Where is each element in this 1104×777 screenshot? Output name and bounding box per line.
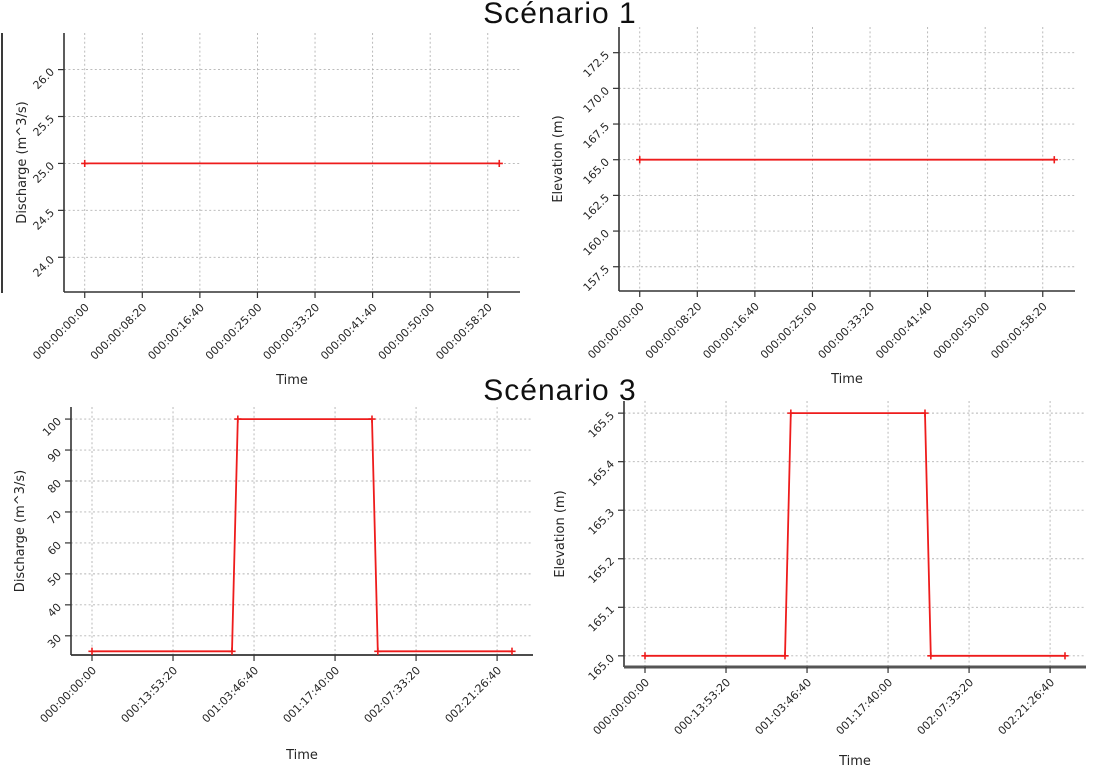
chart-discharge-row0: 000:00:00:00000:00:08:20000:00:16:40000:… [15, 33, 520, 388]
x-axis-label: Time [838, 754, 871, 769]
x-tick-label: 000:00:25:00 [758, 300, 820, 362]
x-tick-label: 000:00:41:40 [318, 301, 380, 363]
x-tick-label: 000:00:08:20 [643, 300, 705, 362]
y-tick-label: 26.0 [31, 66, 58, 93]
y-tick-label: 162.5 [581, 191, 612, 222]
x-tick-label: 001:17:40:00 [834, 676, 896, 738]
y-tick-label: 70 [45, 508, 64, 527]
data-point-marker [781, 652, 789, 660]
data-point-marker [368, 415, 376, 423]
chart-discharge-row1: 000:00:00:00 000:13:53:20 001:03:46:40 001:… [13, 407, 533, 763]
cropped-neighbor-axis-artifact [1, 33, 3, 293]
series-line-elevation [645, 412, 1065, 657]
x-tick-label: 001:17:40:00 [281, 664, 343, 726]
y-tick-label: 100 [40, 415, 64, 439]
y-tick-label: 165.1 [586, 603, 617, 634]
y-tick-label: 160.0 [581, 227, 612, 258]
x-tick-label: 000:00:58:20 [433, 301, 495, 363]
y-tick-label: 80 [45, 477, 64, 496]
x-tick-label: 000:00:50:00 [376, 301, 438, 363]
x-tick-label: 000:00:25:00 [203, 301, 265, 363]
x-axis-label: Time [830, 372, 863, 387]
x-tick-label: 000:00:33:20 [261, 301, 323, 363]
x-tick-label: 000:00:00:00 [591, 676, 653, 738]
data-point-marker [1061, 652, 1069, 660]
x-tick-label: 000:00:00:00 [30, 301, 92, 363]
chart-elevation-row0: 000:00:00:00000:00:08:20000:00:16:40000:… [551, 27, 1075, 387]
x-axis-label: Time [285, 748, 318, 763]
x-tick-label: 000:13:53:20 [119, 664, 181, 726]
y-tick-label: 30 [45, 632, 64, 651]
x-tick-label: 001:03:46:40 [200, 664, 262, 726]
x-tick-label: 000:00:50:00 [931, 300, 993, 362]
x-tick-label: 000:00:58:20 [988, 300, 1050, 362]
data-point-marker [81, 159, 89, 168]
data-point-marker [641, 652, 649, 660]
y-axis-label: Elevation (m) [553, 490, 568, 577]
data-point-marker [228, 647, 236, 655]
x-axis-label: Time [275, 373, 308, 388]
y-tick-label: 90 [45, 446, 64, 465]
y-tick-label: 165.0 [581, 156, 612, 187]
y-tick-label: 165.2 [586, 555, 617, 586]
x-tick-label: 002:21:26:40 [996, 676, 1058, 738]
y-tick-label: 25.0 [31, 159, 58, 186]
y-tick-label: 167.5 [581, 120, 612, 151]
x-tick-label: 001:03:46:40 [753, 676, 815, 738]
y-tick-label: 165.5 [586, 409, 617, 440]
data-point-marker [234, 415, 242, 423]
y-tick-label: 25.5 [31, 112, 58, 139]
data-point-marker [495, 159, 503, 168]
y-tick-label: 165.3 [586, 506, 617, 537]
x-tick-label: 000:00:33:20 [816, 300, 878, 362]
y-axis-label: Discharge (m^3/s) [13, 470, 28, 592]
chart-elevation-row1: 000:00:00:00 000:13:53:20 001:03:46:40 001:… [553, 401, 1086, 769]
y-tick-label: 50 [45, 570, 64, 589]
x-tick-label: 002:07:33:20 [362, 664, 424, 726]
x-tick-label: 000:00:16:40 [145, 301, 207, 363]
x-tick-label: 002:21:26:40 [443, 664, 505, 726]
y-tick-label: 170.0 [581, 84, 612, 115]
y-tick-label: 24.0 [31, 253, 58, 280]
x-tick-label: 002:07:33:20 [915, 676, 977, 738]
data-point-marker [636, 156, 644, 164]
x-tick-label: 000:00:00:00 [585, 300, 647, 362]
y-axis-label: Elevation (m) [551, 115, 566, 202]
data-point-marker [508, 647, 516, 655]
y-tick-label: 172.5 [581, 49, 612, 80]
y-tick-label: 157.5 [581, 263, 612, 294]
series-line-discharge [92, 418, 512, 653]
x-tick-label: 000:13:53:20 [672, 676, 734, 738]
data-point-marker [374, 647, 382, 655]
x-tick-label: 000:00:08:20 [88, 301, 150, 363]
data-point-marker [88, 647, 96, 655]
data-point-marker [787, 409, 795, 417]
y-tick-label: 24.5 [31, 206, 58, 233]
y-tick-label: 60 [45, 539, 64, 558]
data-point-marker [927, 652, 935, 660]
y-tick-label: 165.0 [586, 652, 617, 683]
y-tick-label: 40 [45, 601, 64, 620]
data-point-marker [921, 409, 929, 417]
y-tick-label: 165.4 [586, 458, 617, 489]
data-point-marker [1050, 156, 1058, 164]
x-tick-label: 000:00:41:40 [873, 300, 935, 362]
x-tick-label: 000:00:16:40 [700, 300, 762, 362]
y-axis-label: Discharge (m^3/s) [15, 101, 30, 223]
x-tick-label: 000:00:00:00 [38, 664, 100, 726]
